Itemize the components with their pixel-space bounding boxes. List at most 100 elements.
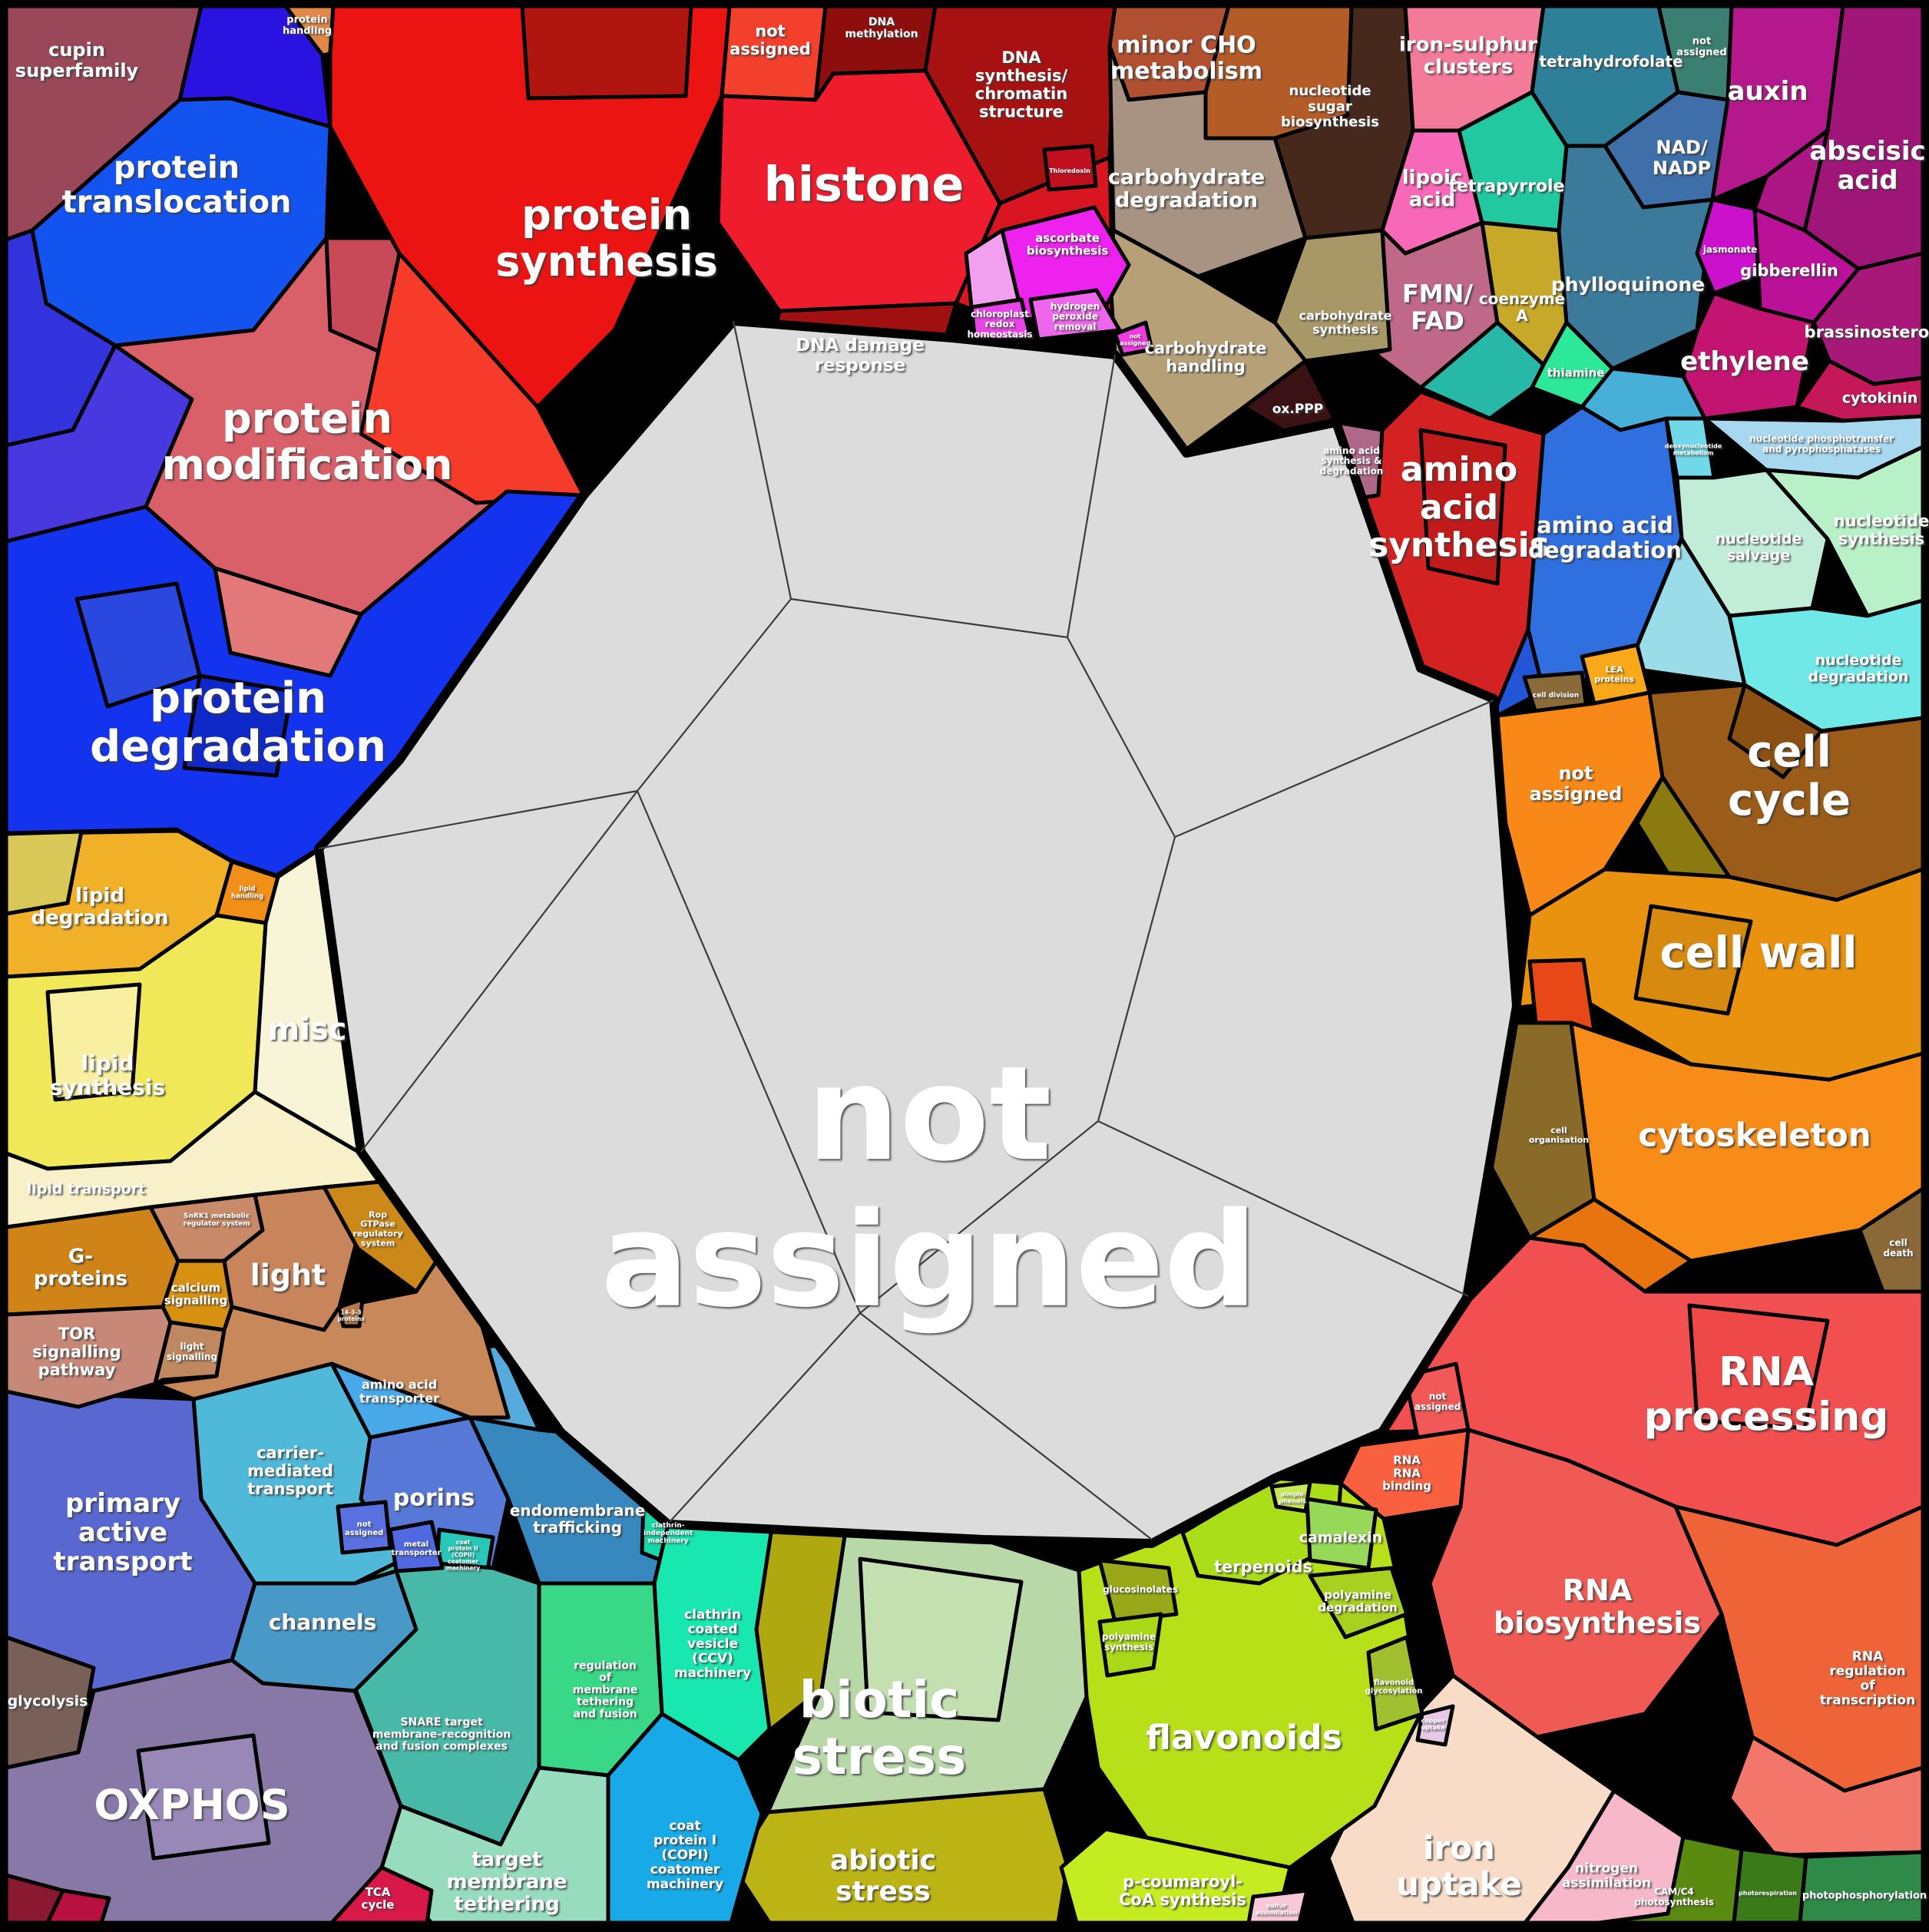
label-dna-methylation: DNA methylation bbox=[845, 16, 918, 41]
label-deoxynucleotide-metabolism: deoxynucleotide metabolism bbox=[1665, 442, 1722, 456]
label-amino-acid-synthesis: amino acid synthesis bbox=[1368, 450, 1550, 565]
label-chloroplast-redox-homeostasis: chloroplast redox homeostasis bbox=[967, 309, 1032, 340]
label-protein-synthesis: protein synthesis bbox=[495, 191, 717, 286]
label-tetrahydrofolate: tetrahydrofolate bbox=[1539, 52, 1682, 71]
label-lea-proteins: LEA proteins bbox=[1594, 665, 1634, 684]
cell-camalexin bbox=[1305, 1497, 1378, 1570]
cell-photophosphorylation bbox=[1798, 1850, 1925, 1925]
label-endomembrane-trafficking: endomembrane trafficking bbox=[510, 1501, 646, 1537]
label-iron-uptake: iron uptake bbox=[1396, 1829, 1522, 1903]
cell-simple-phenols bbox=[1269, 1480, 1312, 1514]
cell-tca-cycle bbox=[329, 1865, 434, 1925]
label-lipid-transport: lipid transport bbox=[27, 1181, 146, 1198]
label-cell-organisation: cell organisation bbox=[1529, 1126, 1589, 1145]
label-metal-transporter: metal transporter bbox=[392, 1540, 442, 1557]
label-cell-division: cell division bbox=[1533, 692, 1579, 700]
cell-sulfur-assimilation bbox=[1246, 1888, 1309, 1925]
cell-cam-c4-photosynthesis bbox=[1600, 1834, 1744, 1925]
label-cytokinin: cytokinin bbox=[1842, 390, 1918, 407]
label-carrier-mediated-transport: carrier-mediated transport bbox=[247, 1444, 333, 1498]
cell-not-assigned-magenta bbox=[1113, 320, 1154, 357]
label-rna-biosynthesis: RNA biosynthesis bbox=[1494, 1573, 1701, 1640]
label-light: light bbox=[250, 1258, 326, 1292]
label-protein-handling: protein handling bbox=[283, 14, 332, 37]
label-nucleotide-phosphotransfer: nucleotide phosphotransfer and pyrophosph… bbox=[1749, 433, 1894, 454]
label-phylloquinone: phylloquinone bbox=[1551, 273, 1705, 296]
center-inner-border-11 bbox=[1097, 1120, 1469, 1297]
cell-not-assigned-blue bbox=[336, 1500, 392, 1555]
label-glucosinolates: glucosinolates bbox=[1103, 1584, 1178, 1595]
cell-corner-dark-b bbox=[45, 1888, 111, 1925]
label-protein-modification: protein modification bbox=[162, 395, 453, 489]
label-porins: porins bbox=[393, 1485, 475, 1512]
label-thiamine: thiamine bbox=[1547, 366, 1605, 379]
cell-hydrogen-peroxide-removal bbox=[1028, 288, 1122, 342]
label-carbohydrate-synthesis: carbohydrate synthesis bbox=[1299, 309, 1391, 337]
cell-ps-dark-top bbox=[520, 4, 693, 101]
label-primary-active-transport: primary active transport bbox=[53, 1488, 192, 1577]
center-inner-border-7 bbox=[1097, 836, 1176, 1122]
label-rna-rna-binding: RNA RNA binding bbox=[1382, 1453, 1431, 1493]
label-lipid-handling: lipid handling bbox=[231, 885, 263, 901]
label-biotic-stress: biotic stress bbox=[792, 1670, 967, 1786]
center-inner-border-3 bbox=[790, 597, 1068, 639]
cell-14-3-3-proteins bbox=[337, 1297, 365, 1328]
label-center-not-assigned: not assigned bbox=[601, 1038, 1257, 1336]
label-not-assigned-orange: not assigned bbox=[1530, 763, 1623, 805]
center-inner-border-2 bbox=[360, 790, 638, 1153]
label-polyamine-synthesis: polyamine synthesis bbox=[1102, 1631, 1156, 1652]
center-inner-border-0 bbox=[732, 320, 792, 600]
label-copper-uptake: copper uptake bbox=[1421, 1717, 1445, 1731]
center-inner-border-4 bbox=[1066, 354, 1117, 638]
label-tca-cycle: TCA cycle bbox=[362, 1885, 395, 1912]
label-brassinosteroid: brassinosteroid bbox=[1805, 323, 1929, 341]
label-carbohydrate-degradation: carbohydrate degradation bbox=[1108, 165, 1265, 212]
center-inner-border-9 bbox=[669, 1312, 861, 1523]
label-misc: misc bbox=[268, 1012, 347, 1047]
label-not-assigned-blue: not assigned bbox=[345, 1520, 383, 1537]
label-coenzyme-a: coenzyme A bbox=[1479, 289, 1565, 325]
label-nucleotide-degradation: nucleotide degradation bbox=[1808, 652, 1909, 685]
cell-jasmonate bbox=[1695, 197, 1761, 296]
label-protein-translocation: protein translocation bbox=[62, 151, 292, 220]
label-photorespiration: photorespiration bbox=[1739, 1890, 1797, 1897]
center-inner-border-13 bbox=[318, 789, 638, 850]
label-histone: histone bbox=[764, 157, 964, 213]
label-copi-coatomer: coat protein I (COPI) coatomer machinery bbox=[647, 1818, 723, 1892]
cell-glucosinolates bbox=[1097, 1558, 1179, 1624]
label-camalexin: camalexin bbox=[1299, 1530, 1382, 1547]
label-nad-nadp: NAD/NADP bbox=[1653, 137, 1711, 179]
label-tor-signalling-pathway: TOR signalling pathway bbox=[32, 1325, 121, 1379]
label-terpenoids: terpenoids bbox=[1214, 1557, 1312, 1576]
label-lipoic-acid: lipoic acid bbox=[1402, 167, 1463, 212]
label-ascorbate-biosynthesis: ascorbate biosynthesis bbox=[1027, 231, 1109, 258]
label-regulation-membrane-tethering-fusion: regulation of membrane tethering and fusion bbox=[573, 1660, 638, 1721]
label-glycolysis: glycolysis bbox=[8, 1693, 88, 1710]
cell-ls-pale bbox=[45, 982, 142, 1102]
label-photophosphorylation: photophosphorylation bbox=[1802, 1891, 1927, 1902]
center-inner-border-1 bbox=[637, 598, 792, 792]
label-amino-acid-transporter: amino acid transporter bbox=[359, 1378, 439, 1406]
label-minor-cho-metabolism: minor CHO metabolism bbox=[1110, 32, 1262, 85]
label-14-3-3-proteins: 14-3-3 proteins bbox=[337, 1308, 365, 1322]
label-snrk1-metabolic-regulator: SnRK1 metabolic regulator system bbox=[184, 1212, 250, 1228]
label-abscisic-acid: abscisic acid bbox=[1809, 136, 1925, 196]
label-rna-processing: RNA processing bbox=[1644, 1349, 1889, 1440]
label-nitrogen-assimilation: nitrogen assimilation bbox=[1562, 1861, 1651, 1891]
label-ox-ppp: ox.PPP bbox=[1272, 402, 1323, 417]
cell-photorespiration bbox=[1732, 1847, 1808, 1925]
label-calcium-signalling: calcium signalling bbox=[164, 1281, 227, 1308]
label-amino-acid-degradation: amino acid degradation bbox=[1528, 512, 1682, 563]
label-flavonoids: flavonoids bbox=[1146, 1718, 1342, 1757]
cell-chloroplast-redox-homeostasis bbox=[969, 297, 1033, 344]
label-fmn-fad: FMN/FAD bbox=[1402, 279, 1473, 336]
label-tetrapyrrole: tetrapyrrole bbox=[1448, 177, 1564, 197]
label-gibberellin: gibberellin bbox=[1740, 261, 1838, 280]
label-light-signalling: light signalling bbox=[167, 1341, 217, 1361]
label-polyamine-degradation: polyamine degradation bbox=[1318, 1588, 1397, 1615]
cell-rna-biosynthesis bbox=[1428, 1427, 1724, 1739]
label-p-coumaroyl-coa-synthesis: p-coumaroyl-CoA synthesis bbox=[1119, 1873, 1246, 1910]
label-channels: channels bbox=[269, 1609, 377, 1635]
